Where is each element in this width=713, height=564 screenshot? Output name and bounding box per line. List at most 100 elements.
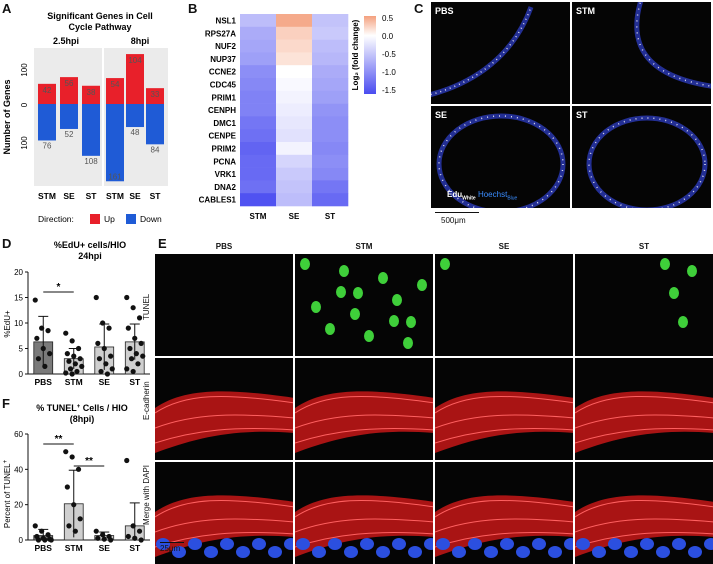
- panel-b-gene-cdc45: CDC45: [210, 81, 237, 90]
- panel-f-point-pbs-2: [45, 532, 51, 538]
- panel-f-tunel-chart: % TUNEL+ Cells / HIO (8hpi) Percent of T…: [3, 403, 150, 553]
- panel-a-group-label-1: 2.5hpi: [53, 36, 79, 46]
- panel-f-sig-0: **: [55, 434, 63, 445]
- panel-letter-c: C: [414, 1, 424, 16]
- panel-d-point-st-3: [125, 325, 131, 331]
- panel-e-image-tunel-se: [435, 254, 573, 356]
- panel-a-title-2: Cycle Pathway: [68, 22, 131, 32]
- dapi-nucleus: [624, 546, 638, 558]
- panel-b-cell-vrk1-se: [276, 167, 313, 181]
- panel-b-gene-prim2: PRIM2: [212, 145, 237, 154]
- panel-a-bar-down-2-5-se: [60, 104, 78, 129]
- panel-b-cell-cdc45-st: [312, 78, 349, 92]
- panel-b-cell-cables1-stm: [240, 193, 277, 207]
- panel-d-point-stm-8: [79, 363, 85, 369]
- dapi-nucleus: [704, 538, 713, 550]
- dapi-nucleus: [344, 546, 358, 558]
- tunel-spot: [378, 272, 388, 284]
- panel-f-ylabel-text: Percent of TUNEL: [3, 463, 12, 528]
- panel-e-row-merge: Merge with DAPI: [142, 464, 151, 525]
- panel-d-edu-chart: %EdU+ cells/HIO 24hpi %EdU+ 0 5 10 15 20 PBS S…: [3, 240, 150, 387]
- panel-b-col-se: SE: [289, 212, 300, 221]
- panel-b-cell-ccne2-se: [276, 65, 313, 79]
- panel-d-point-stm-10: [74, 368, 80, 375]
- panel-b-cell-dna2-st: [312, 180, 349, 194]
- panel-d-point-se-10: [104, 371, 111, 377]
- panel-b-gene-rps27a: RPS27A: [205, 29, 236, 38]
- tunel-spot: [669, 287, 679, 299]
- panel-b-cell-rps27a-st: [312, 26, 349, 40]
- panel-a-category-3: STM: [106, 191, 124, 201]
- panel-e-scale-label: 25μm: [160, 544, 181, 553]
- panel-e-col-pbs: PBS: [215, 242, 233, 251]
- panel-d-point-stm-9: [67, 366, 74, 372]
- panel-b-cell-dna2-stm: [240, 180, 277, 194]
- panel-b-gene-vrk1: VRK1: [215, 170, 237, 179]
- panel-a-bar-up-8-se: [126, 54, 144, 104]
- tunel-spot: [311, 301, 321, 313]
- panel-d-point-stm-7: [72, 361, 78, 367]
- panel-d-point-pbs-0: [32, 297, 38, 303]
- panel-c-image-se: SE EduWhite HoechstBlue: [431, 106, 570, 208]
- panel-b-gene-ccne2: CCNE2: [209, 68, 237, 77]
- panel-f-point-st-2: [136, 528, 143, 534]
- dapi-nucleus: [328, 538, 342, 550]
- panel-d-point-stm-1: [69, 338, 75, 344]
- panel-b-gene-dmc1: DMC1: [213, 119, 236, 128]
- panel-c-image-stm: STM: [572, 2, 711, 104]
- panel-d-point-st-5: [138, 340, 144, 346]
- panel-e-row-tunel: TUNEL: [142, 293, 151, 320]
- panel-letter-d: D: [2, 236, 12, 251]
- panel-d-point-stm-5: [77, 356, 83, 362]
- panel-a-legend-up: Up: [104, 214, 115, 224]
- tunel-spot: [325, 323, 335, 335]
- panel-f-point-se-4: [101, 536, 107, 542]
- panel-b-cell-nuf2-se: [276, 39, 313, 53]
- panel-b-cell-nsl1-se: [276, 14, 313, 28]
- panel-b-cell-prim2-stm: [240, 142, 277, 156]
- panel-b-cell-cenph-stm: [240, 103, 277, 117]
- panel-b-cell-rps27a-stm: [240, 26, 277, 40]
- panel-f-point-pbs-7: [42, 537, 48, 543]
- panel-a-label-up-2-5-1: 56: [65, 79, 74, 88]
- panel-b-cell-cables1-st: [312, 193, 349, 207]
- panel-b-colorbar-tick-2: -0.5: [382, 50, 396, 59]
- panel-f-point-st-3: [125, 533, 131, 540]
- panel-d-point-st-6: [127, 345, 133, 352]
- panel-d-point-st-8: [140, 353, 146, 359]
- panel-a-legend-swatch-up: [90, 214, 100, 224]
- panel-b-cell-dmc1-se: [276, 116, 313, 130]
- panel-d-category-stm: STM: [65, 377, 83, 387]
- panel-e-image-e-cadherin-se: [435, 358, 573, 460]
- panel-b-gene-pcna: PCNA: [213, 157, 236, 166]
- panel-d-point-st-2: [136, 315, 143, 321]
- panel-b-cell-cenpe-stm: [240, 129, 277, 143]
- panel-d-point-se-1: [100, 320, 106, 326]
- panel-a-ytick-zero: 0: [20, 102, 29, 107]
- panel-d-title: %EdU+ cells/HIO: [54, 240, 126, 250]
- panel-f-title-sup: +: [77, 404, 81, 410]
- panel-d-point-st-0: [124, 294, 130, 301]
- panel-b-gene-cenph: CENPH: [208, 106, 236, 115]
- panel-a-group-label-2: 8hpi: [131, 36, 150, 46]
- panel-b-cell-prim2-st: [312, 142, 349, 156]
- dapi-nucleus: [532, 538, 546, 550]
- panel-e-row-ecadherin: E-cadherin: [142, 381, 151, 420]
- panel-f-category-se: SE: [99, 543, 111, 553]
- dapi-nucleus: [672, 538, 686, 550]
- panel-c-stain-hoechst: Hoechst: [477, 190, 508, 199]
- panel-f-point-stm-5: [77, 516, 83, 522]
- panel-b-cell-prim1-se: [276, 90, 313, 104]
- panel-d-ytick-3: 15: [14, 294, 23, 303]
- panel-a-ytick-bottom: 100: [20, 136, 29, 150]
- dapi-nucleus: [592, 546, 606, 558]
- tunel-spot: [440, 258, 450, 270]
- panel-f-point-pbs-6: [35, 537, 42, 543]
- panel-b-cell-cenph-se: [276, 103, 313, 117]
- panel-d-ylabel: %EdU+: [3, 310, 12, 338]
- panel-f-ylabel: Percent of TUNEL+: [3, 459, 12, 528]
- panel-f-ytick-3: 60: [14, 430, 23, 439]
- dapi-nucleus: [312, 546, 326, 558]
- dapi-nucleus: [360, 538, 374, 550]
- dapi-nucleus: [548, 546, 562, 558]
